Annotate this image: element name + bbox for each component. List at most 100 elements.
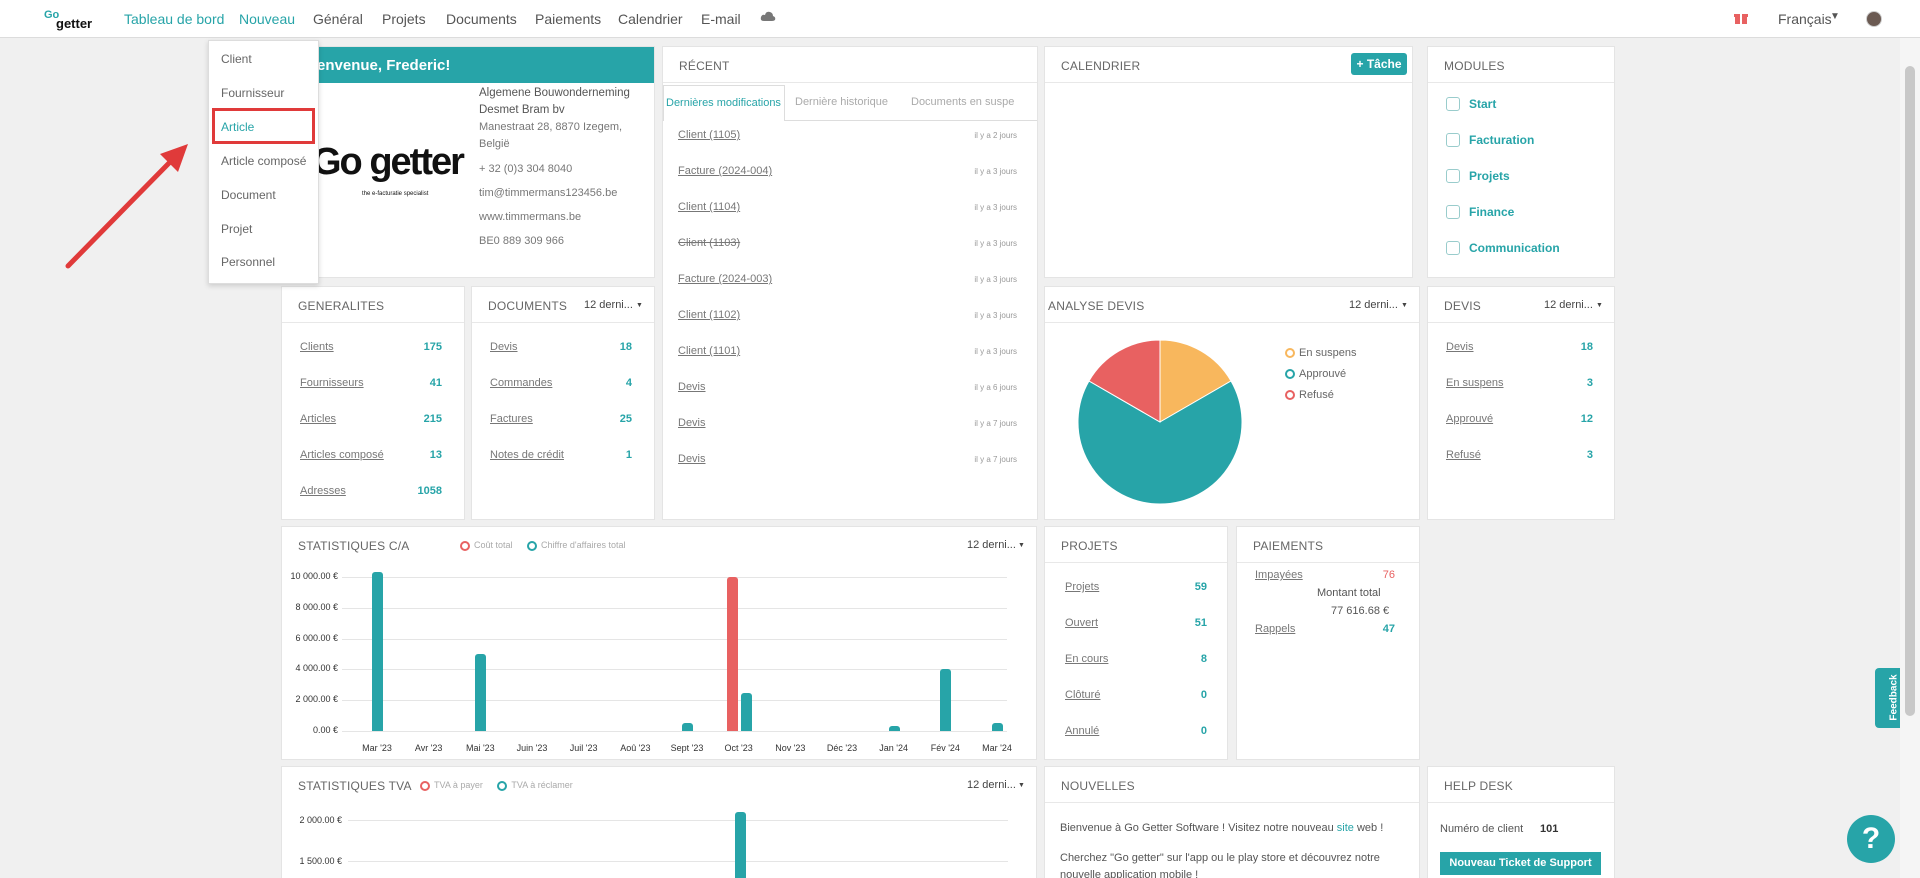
tva-gridline [348, 861, 1008, 862]
company-email[interactable]: tim@timmermans123456.be [479, 187, 618, 199]
nav-calendrier[interactable]: Calendrier [618, 11, 683, 27]
module-facturation[interactable]: Facturation [1469, 133, 1535, 147]
doc-factures-link[interactable]: Factures [490, 413, 533, 425]
module-finance[interactable]: Finance [1469, 205, 1515, 219]
paiements-header: PAIEMENTS [1237, 527, 1419, 563]
doc-devis-link[interactable]: Devis [490, 341, 518, 353]
stat-fournisseurs-link[interactable]: Fournisseurs [300, 377, 364, 389]
gift-icon[interactable] [1734, 11, 1748, 25]
ca-ytick: 8 000.00 € [295, 601, 338, 612]
nav-dashboard[interactable]: Tableau de bord [124, 11, 225, 27]
recent-item-link[interactable]: Devis [678, 381, 706, 393]
nav-email[interactable]: E-mail [701, 11, 741, 27]
tab-documents-en-suspens[interactable]: Documents en suspe [911, 96, 1015, 108]
devis-refuse-value: 3 [1586, 449, 1593, 461]
nouvelles-title: NOUVELLES [1061, 779, 1135, 793]
doc-commandes-value: 4 [625, 377, 632, 389]
menu-item-article-compose[interactable]: Article composé [221, 154, 307, 168]
scrollbar-thumb[interactable] [1905, 66, 1915, 716]
client-number-label: Numéro de client [1440, 823, 1524, 835]
ca-xtick: Juil '23 [569, 743, 598, 753]
devis-total-link[interactable]: Devis [1446, 341, 1474, 353]
help-button[interactable]: ? [1847, 815, 1895, 863]
stat-clients-link[interactable]: Clients [300, 341, 334, 353]
recent-item-link[interactable]: Devis [678, 417, 706, 429]
impayees-link[interactable]: Impayées [1255, 569, 1303, 581]
projets-title: PROJETS [1061, 539, 1118, 553]
tab-derniere-historique[interactable]: Dernière historique [795, 96, 888, 108]
cloud-icon[interactable] [760, 10, 776, 22]
recent-item-link[interactable]: Client (1101) [678, 345, 741, 357]
add-task-button[interactable]: + Tâche [1351, 53, 1407, 75]
devis-en-suspens-link[interactable]: En suspens [1446, 377, 1504, 389]
stats-ca-legend: Coût total Chiffre d'affaires total [460, 540, 625, 551]
devis-approuve-link[interactable]: Approuvé [1446, 413, 1494, 425]
devis-refuse-link[interactable]: Refusé [1446, 449, 1481, 461]
recent-item-link[interactable]: Client (1104) [678, 201, 741, 213]
helpdesk-header: HELP DESK [1428, 767, 1614, 803]
menu-item-article[interactable]: Article [221, 120, 255, 134]
analyse-devis-header: ANALYSE DEVIS [1045, 287, 1419, 323]
ca-bar-chiffre [475, 654, 487, 731]
ca-xtick: Aoû '23 [620, 743, 651, 753]
tab-divider [785, 120, 1037, 121]
stats-ca-period-select[interactable]: 12 derni... [967, 539, 1016, 551]
analyse-period-select[interactable]: 12 derni... [1349, 299, 1398, 311]
nav-paiements[interactable]: Paiements [535, 11, 602, 27]
recent-item-link[interactable]: Client (1105) [678, 129, 741, 141]
devis-approuve-value: 12 [1580, 413, 1593, 425]
module-start[interactable]: Start [1469, 97, 1497, 111]
stats-tva-period-select[interactable]: 12 derni... [967, 779, 1016, 791]
scrollbar[interactable] [1900, 38, 1920, 878]
projets-cloture-link[interactable]: Clôturé [1065, 689, 1101, 701]
nav-documents[interactable]: Documents [446, 11, 517, 27]
ca-gridline [342, 607, 1007, 609]
projets-ouvert-link[interactable]: Ouvert [1065, 617, 1099, 629]
nav-general[interactable]: Général [313, 11, 363, 27]
tva-ytick-2000: 2 000.00 € [299, 815, 342, 825]
menu-item-client[interactable]: Client [221, 52, 252, 66]
menu-item-personnel[interactable]: Personnel [221, 255, 276, 269]
module-communication[interactable]: Communication [1469, 241, 1560, 255]
helpdesk-panel: HELP DESK Numéro de client 101 Nouveau T… [1427, 766, 1615, 878]
projets-total-link[interactable]: Projets [1065, 581, 1100, 593]
doc-devis-value: 18 [619, 341, 632, 353]
site-link[interactable]: site [1336, 822, 1354, 834]
stat-articles-compose-link[interactable]: Articles composé [300, 449, 384, 461]
menu-item-document[interactable]: Document [221, 188, 276, 202]
new-support-ticket-button[interactable]: Nouveau Ticket de Support [1440, 852, 1601, 875]
doc-notes-credit-link[interactable]: Notes de crédit [490, 449, 564, 461]
company-website[interactable]: www.timmermans.be [479, 211, 582, 223]
projets-en-cours-link[interactable]: En cours [1065, 653, 1109, 665]
avatar[interactable] [1866, 11, 1882, 27]
rappels-link[interactable]: Rappels [1255, 623, 1296, 635]
recent-item-link[interactable]: Facture (2024-004) [678, 165, 773, 177]
paiements-panel: PAIEMENTS Impayées 76 Montant total 77 6… [1236, 526, 1420, 760]
gogetter-logo[interactable]: Go getter [42, 6, 102, 32]
devis-panel: DEVIS 12 derni... ▼ Devis 18 En suspens … [1427, 286, 1615, 520]
language-select[interactable]: Français [1778, 11, 1832, 27]
stat-articles-link[interactable]: Articles [300, 413, 337, 425]
chevron-down-icon: ▼ [636, 302, 643, 309]
nav-projets[interactable]: Projets [382, 11, 426, 27]
projets-annule-link[interactable]: Annulé [1065, 725, 1100, 737]
menu-item-projet[interactable]: Projet [221, 222, 253, 236]
tab-dernieres-modifications[interactable]: Dernières modifications [663, 85, 785, 121]
generalites-header: GENERALITES [282, 287, 464, 323]
stat-adresses-link[interactable]: Adresses [300, 485, 346, 497]
doc-notes-credit-value: 1 [625, 449, 632, 461]
company-logo-tagline: the e-facturatie specialist [362, 191, 429, 197]
recent-item-link[interactable]: Client (1103) [678, 237, 741, 249]
recent-item-link[interactable]: Devis [678, 453, 706, 465]
doc-commandes-link[interactable]: Commandes [490, 377, 553, 389]
devis-period-select[interactable]: 12 derni... [1544, 299, 1593, 311]
tva-bar-oct23 [735, 812, 746, 878]
recent-item-time: il y a 2 jours [974, 131, 1017, 140]
nav-nouveau[interactable]: Nouveau [239, 11, 296, 27]
recent-item-link[interactable]: Client (1102) [678, 309, 741, 321]
documents-period-select[interactable]: 12 derni... [584, 299, 633, 311]
recent-item-link[interactable]: Facture (2024-003) [678, 273, 773, 285]
recent-item-time: il y a 3 jours [974, 275, 1017, 284]
module-projets[interactable]: Projets [1469, 169, 1510, 183]
menu-item-fournisseur[interactable]: Fournisseur [221, 86, 285, 100]
